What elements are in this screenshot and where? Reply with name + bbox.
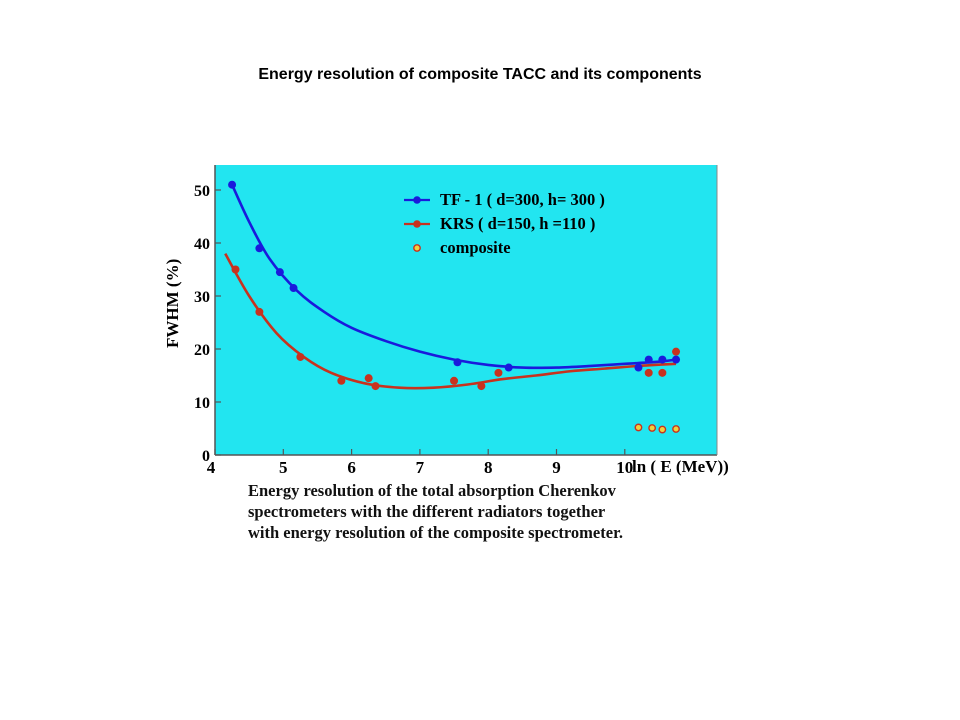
series-0-point: [275, 268, 284, 277]
plot-background: [215, 165, 717, 455]
x-tick-label: 10: [616, 458, 633, 477]
series-0-point: [228, 180, 237, 189]
series-1-point: [644, 368, 653, 377]
series-2-point: [634, 423, 643, 432]
y-axis-label: FWHM (%): [163, 259, 182, 348]
series-curves: [224, 184, 677, 390]
series-points: [228, 180, 681, 434]
caption-line-2: spectrometers with the different radiato…: [248, 502, 606, 521]
x-tick-label: 6: [347, 458, 356, 477]
y-ticks: 0 10 20 30 40 50: [194, 183, 221, 465]
x-tick-label: 7: [416, 458, 425, 477]
series-0-point: [634, 363, 643, 372]
series-0-point: [504, 363, 513, 372]
series-1-point: [231, 265, 240, 274]
series-1-point: [371, 382, 380, 391]
x-tick-label: 5: [279, 458, 288, 477]
series-0-curve: [230, 184, 677, 370]
series-1-point: [255, 307, 264, 316]
series-1-point: [337, 376, 346, 385]
legend: TF - 1 ( d=300, h= 300 ) KRS ( d=150, h =…: [404, 190, 605, 257]
series-2-point: [672, 425, 680, 433]
y-tick-label: 10: [194, 395, 210, 412]
y-tick-label: 20: [194, 342, 210, 359]
series-1-point: [364, 374, 373, 383]
series-0-point: [289, 284, 298, 293]
series-0-point: [672, 355, 681, 364]
series-1-point: [450, 376, 459, 385]
x-tick-label: 8: [484, 458, 493, 477]
series-0-point: [644, 355, 653, 364]
x-ticks: 4 5 6 7 8 9 10: [207, 449, 633, 477]
legend-label-0: TF - 1 ( d=300, h= 300 ): [440, 190, 605, 209]
legend-label-1: KRS ( d=150, h =110 ): [440, 214, 595, 233]
series-0-point: [453, 358, 462, 367]
series-0-point: [255, 244, 264, 253]
legend-marker-2: [413, 244, 421, 252]
series-2-point: [658, 425, 667, 434]
caption-line-1: Energy resolution of the total absorptio…: [248, 481, 616, 500]
series-1-point: [296, 352, 305, 361]
series-1-point: [658, 368, 667, 377]
legend-marker-1: [413, 220, 421, 228]
legend-marker-0: [413, 196, 421, 204]
series-1-point: [477, 382, 486, 391]
series-1-point: [494, 368, 503, 377]
page-title: Energy resolution of composite TACC and …: [258, 66, 702, 83]
x-tick-label: 9: [552, 458, 561, 477]
series-1-point: [672, 347, 681, 356]
caption-line-3: with energy resolution of the composite …: [248, 523, 623, 542]
series-2-point: [648, 424, 657, 432]
y-tick-label: 50: [194, 183, 210, 200]
y-tick-label: 40: [194, 236, 210, 253]
x-tick-label: 4: [207, 458, 216, 477]
y-tick-label: 0: [202, 448, 210, 465]
y-tick-label: 30: [194, 289, 210, 306]
series-0-point: [658, 355, 667, 364]
x-axis-label: ln ( E (MeV)): [632, 457, 729, 476]
figure-caption: Energy resolution of the total absorptio…: [248, 480, 768, 543]
legend-label-2: composite: [440, 238, 511, 257]
series-1-curve: [224, 252, 677, 390]
